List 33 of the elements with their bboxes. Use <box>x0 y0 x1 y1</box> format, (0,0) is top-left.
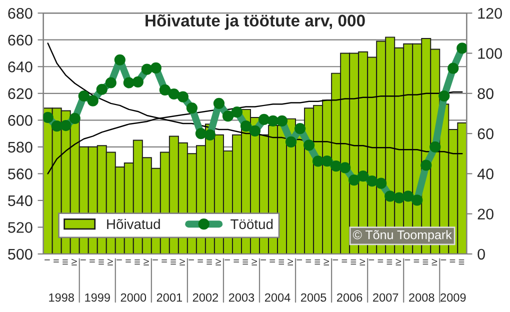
legend-label: Töötud <box>230 218 273 230</box>
y2-tick-label: 60 <box>478 128 494 140</box>
annotation: © Tõnu Toompark <box>352 230 452 242</box>
y-tick-label: 660 <box>8 34 32 46</box>
text: 2008 <box>409 293 434 302</box>
text: 2002 <box>192 293 218 302</box>
text: 2009 <box>440 293 466 302</box>
y-tick-label: 640 <box>8 61 32 72</box>
text: 2004 <box>264 293 290 302</box>
y-tick-label: 680 <box>8 8 32 19</box>
y-tick-label: 620 <box>8 88 32 100</box>
text: 1999 <box>85 293 110 302</box>
y2-tick-label: 120 <box>478 8 502 19</box>
legend-label: Hõivatud <box>107 218 160 230</box>
y-tick-label: 520 <box>8 222 32 233</box>
text: 1998 <box>49 293 74 302</box>
chart-title: Hõivatute ja töötute arv, 000 <box>146 14 365 30</box>
y2-tick-label: 0 <box>478 248 485 260</box>
text: 2000 <box>120 293 146 302</box>
text: 2005 <box>301 293 326 302</box>
y-tick-label: 580 <box>8 142 32 153</box>
y-tick-label: 500 <box>8 248 32 260</box>
y2-tick-label: 80 <box>478 88 494 100</box>
y2-tick-label: 40 <box>477 168 494 180</box>
y-tick-label: 540 <box>8 195 32 206</box>
y-tick-label: 600 <box>8 115 32 126</box>
text: 2003 <box>228 293 254 302</box>
y-tick-label: 560 <box>8 168 32 180</box>
text: 2006 <box>337 293 362 302</box>
text: 2007 <box>373 293 398 302</box>
text: 2001 <box>156 293 182 302</box>
y2-tick-label: 100 <box>478 48 502 59</box>
y2-tick-label: 20 <box>478 208 494 220</box>
